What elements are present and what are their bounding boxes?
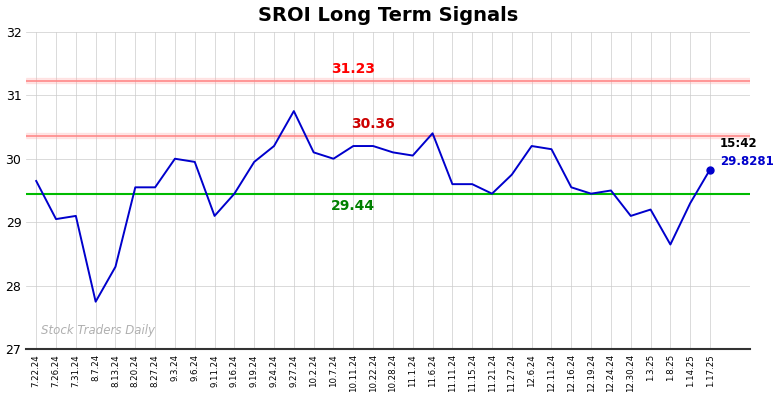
Bar: [27, 78, 750, 83]
Title: SROI Long Term Signals: SROI Long Term Signals: [258, 6, 518, 25]
Text: 31.23: 31.23: [332, 62, 376, 76]
Text: 29.8281: 29.8281: [720, 155, 774, 168]
Bar: [27, 133, 750, 139]
Text: Stock Traders Daily: Stock Traders Daily: [41, 324, 154, 337]
Text: 30.36: 30.36: [351, 117, 395, 131]
Text: 15:42: 15:42: [720, 137, 757, 150]
Text: 29.44: 29.44: [331, 199, 376, 213]
